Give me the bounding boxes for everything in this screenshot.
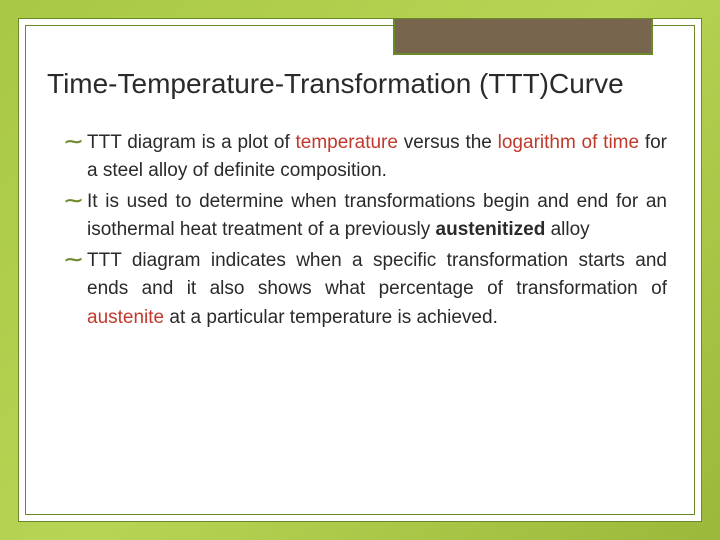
keyword-bold: austenitized: [436, 219, 546, 240]
keyword-red: temperature: [296, 132, 398, 153]
bullet-icon: ⁓: [65, 188, 85, 214]
slide-title: Time-Temperature-Transformation (TTT)Cur…: [47, 67, 673, 101]
content-area: Time-Temperature-Transformation (TTT)Cur…: [47, 67, 673, 501]
bullet-list: ⁓TTT diagram is a plot of temperature ve…: [47, 129, 673, 333]
bullet-icon: ⁓: [65, 247, 85, 273]
keyword-red: logarithm of time: [498, 132, 639, 153]
corner-accent-box: [393, 19, 653, 55]
list-item: ⁓TTT diagram is a plot of temperature ve…: [65, 129, 667, 186]
list-item: ⁓TTT diagram indicates when a specific t…: [65, 247, 667, 333]
keyword-red: austenite: [87, 307, 164, 328]
text-run: at a particular temperature is achieved.: [164, 307, 498, 328]
text-run: TTT diagram is a plot of: [87, 132, 296, 153]
list-item: ⁓It is used to determine when transforma…: [65, 188, 667, 245]
text-run: alloy: [545, 219, 589, 240]
bullet-text: It is used to determine when transformat…: [87, 188, 667, 245]
bullet-text: TTT diagram indicates when a specific tr…: [87, 247, 667, 333]
bullet-icon: ⁓: [65, 129, 85, 155]
text-run: versus the: [398, 132, 498, 153]
slide-card: Time-Temperature-Transformation (TTT)Cur…: [18, 18, 702, 522]
bullet-text: TTT diagram is a plot of temperature ver…: [87, 129, 667, 186]
text-run: TTT diagram indicates when a specific tr…: [87, 250, 667, 300]
